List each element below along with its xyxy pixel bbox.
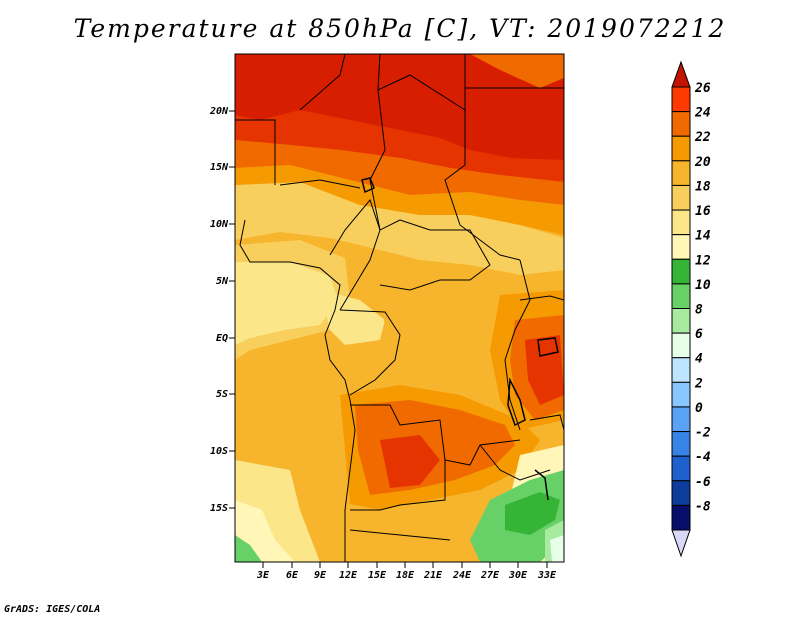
colorbar-label: -8 [695, 499, 711, 514]
credit-label: GrADS: IGES/COLA [4, 604, 101, 615]
lat-label: EQ [216, 333, 228, 344]
colorbar-label: 22 [694, 130, 711, 145]
colorbar-swatch [671, 455, 691, 482]
colorbar-label: -4 [695, 450, 711, 465]
lon-label: 12E [339, 570, 358, 581]
lon-label: 27E [480, 570, 500, 581]
lon-label: 21E [423, 570, 443, 581]
lon-label: 24E [452, 570, 472, 581]
field-gulf-16 [235, 262, 338, 345]
colorbar-label: 0 [695, 401, 703, 416]
colorbar-swatch [671, 135, 691, 162]
lon-label: 18E [396, 570, 415, 581]
lat-label: 15S [210, 503, 228, 514]
border-north-1 [299, 54, 346, 111]
colorbar-label: -6 [695, 475, 711, 490]
border-cameroon [329, 198, 381, 311]
colorbar-label: 8 [695, 303, 703, 318]
field-ne-24 [470, 54, 564, 88]
border-namibia [349, 529, 451, 541]
colorbar-bottom-arrow [671, 529, 691, 558]
border-north-2 [377, 54, 466, 111]
border-mali [235, 119, 276, 185]
colorbar-swatch [671, 86, 691, 113]
colorbar-swatch [671, 111, 691, 137]
border-drc-south [350, 404, 521, 466]
colorbar-label: 6 [695, 327, 703, 342]
border-niger-nigeria [279, 179, 361, 189]
colorbar-label: 26 [694, 81, 711, 96]
colorbar-label: 2 [694, 376, 703, 391]
colorbar-swatch [671, 332, 691, 359]
lon-label: 6E [286, 570, 299, 581]
colorbar-label: 20 [694, 155, 711, 170]
field-north-22 [235, 165, 564, 235]
lat-label: 5S [216, 389, 228, 400]
lat-label: 10N [210, 219, 229, 230]
plot-title: Temperature at 850hPa [C], VT: 201907221… [73, 14, 727, 43]
field-sw-green10 [235, 535, 262, 562]
lake-chad [361, 177, 375, 194]
lat-label: 5N [216, 276, 229, 287]
field-west-18 [235, 182, 564, 275]
colorbar-swatch [671, 357, 691, 383]
field-congo-20 [380, 278, 520, 385]
lake-malawi [534, 469, 549, 501]
colorbar-swatch [671, 258, 691, 285]
border-angola-zambia [350, 460, 446, 511]
colorbar-label: 24 [694, 106, 711, 121]
border-tanzania [529, 414, 564, 431]
colorbar-swatch [671, 381, 691, 408]
colorbar-swatch [671, 480, 691, 506]
lat-axis: 20N 15N 10N 5N EQ 5S 10S 15S [209, 106, 235, 514]
colorbar-swatch [671, 406, 691, 433]
map-frame [234, 53, 565, 563]
border-zambia [479, 444, 551, 481]
lon-label: 15E [368, 570, 387, 581]
lake-victoria [537, 337, 559, 357]
colorbar-swatch [671, 209, 691, 236]
field-south-20 [330, 495, 500, 562]
lake-tanganyika [507, 377, 526, 427]
field-angola-26 [380, 435, 440, 488]
colorbar-label: -2 [695, 426, 711, 441]
colorbar-label: 10 [695, 278, 711, 293]
lat-label: 15N [210, 162, 229, 173]
temperature-field [235, 54, 564, 562]
field-se-white [550, 535, 564, 562]
colorbar-label: 4 [695, 352, 703, 367]
field-north-28 [235, 54, 564, 160]
colorbar-swatch [671, 504, 691, 531]
colorbar-swatch [671, 308, 691, 334]
border-car [379, 219, 491, 291]
lon-label: 9E [314, 570, 327, 581]
lon-label: 30E [508, 570, 528, 581]
lon-axis: 3E 6E 9E 12E 15E 18E 21E 24E 27E 30E 33E [256, 562, 557, 581]
field-north-24 [235, 140, 564, 205]
colorbar-top-arrow [671, 60, 691, 88]
country-borders [235, 54, 564, 562]
lon-label: 33E [537, 570, 557, 581]
colorbar-label: 12 [695, 253, 711, 268]
colorbar-label: 14 [695, 229, 711, 244]
lat-label: 20N [209, 106, 229, 117]
colorbar-swatch [671, 184, 691, 211]
colorbar-swatch [671, 431, 691, 457]
colorbar-label: 16 [695, 204, 711, 219]
border-drc-east [504, 259, 531, 431]
lat-label: 10S [210, 446, 228, 457]
border-gabon-congo [339, 309, 401, 396]
coastline-west [239, 219, 356, 562]
colorbar-label: 18 [695, 179, 711, 194]
border-east [519, 295, 564, 301]
colorbar-swatch [671, 234, 691, 260]
colorbar-swatch [671, 160, 691, 186]
field-se-green12 [505, 492, 560, 535]
colorbar-swatch [671, 283, 691, 309]
lon-label: 3E [256, 570, 270, 581]
border-sudan [444, 110, 521, 261]
